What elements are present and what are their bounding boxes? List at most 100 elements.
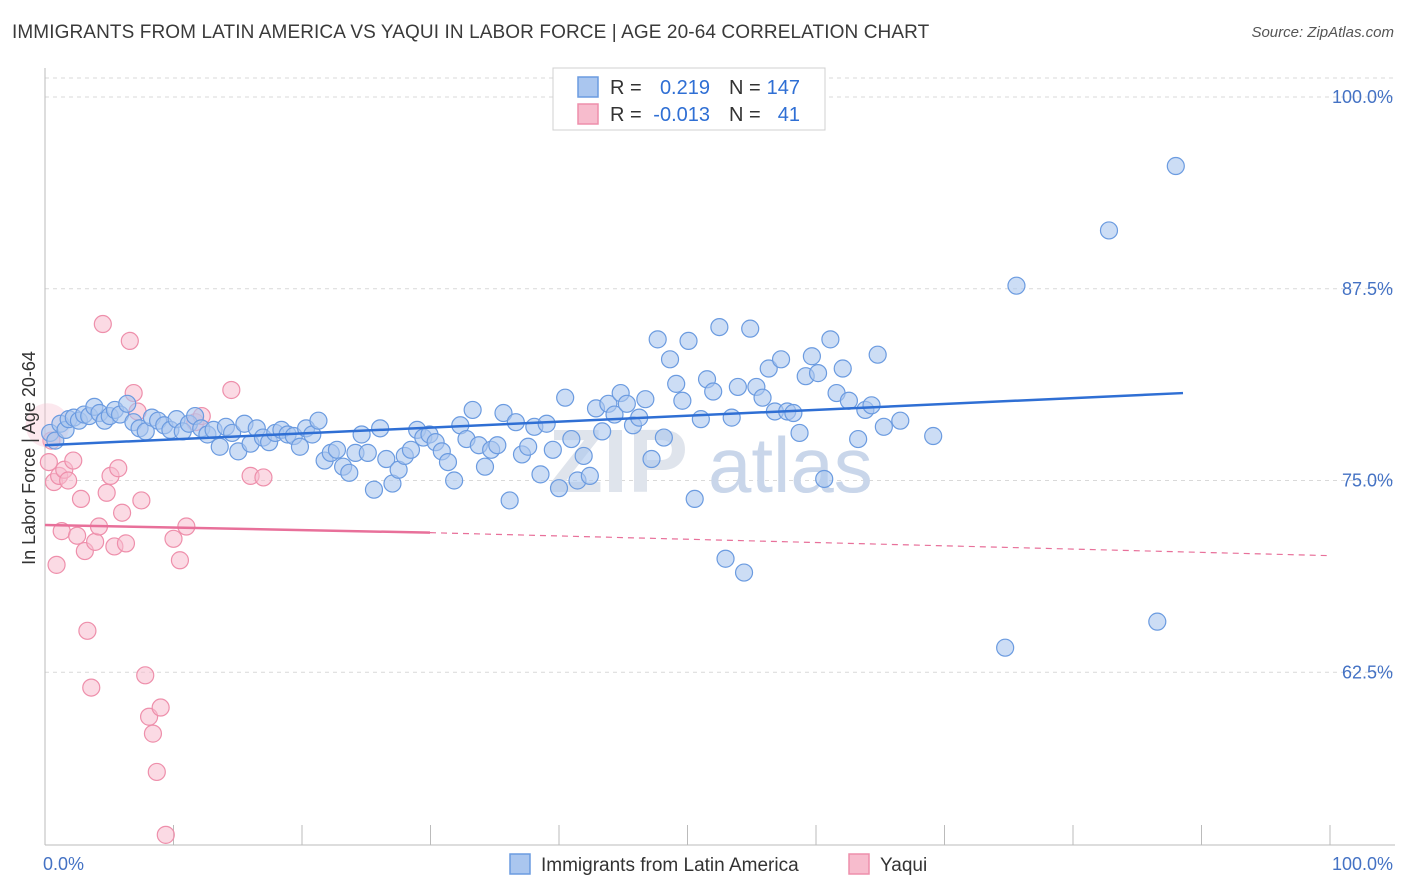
y-axis-title: In Labor Force | Age 20-64: [19, 351, 39, 565]
bottom-legend-swatch-pink: [848, 853, 870, 875]
yaqui-points: [25, 314, 273, 844]
latin-america-point: [1007, 276, 1026, 295]
y-tick-label: 100.0%: [1332, 87, 1393, 107]
latin-america-point: [642, 449, 661, 469]
yaqui-trend-line: [44, 523, 431, 534]
latin-america-point: [924, 426, 943, 446]
legend-r-value-1: 0.219: [660, 77, 710, 99]
latin-america-point: [704, 382, 723, 401]
legend-n-value-2: 41: [778, 104, 800, 126]
latin-america-point: [660, 350, 680, 369]
latin-america-point: [722, 408, 741, 427]
watermark-atlas: atlas: [708, 421, 873, 509]
latin-america-point: [685, 489, 704, 509]
latin-america-point: [500, 491, 519, 510]
latin-america-point: [839, 391, 858, 410]
grid-lines: [45, 77, 1395, 673]
latin-america-point: [475, 457, 495, 476]
latin-america-point: [309, 411, 328, 430]
yaqui-point: [93, 314, 112, 334]
latin-america-point: [667, 374, 686, 393]
watermark-zip: ZIP: [548, 412, 688, 512]
latin-america-point: [1166, 156, 1185, 176]
yaqui-point: [222, 380, 241, 400]
bottom-legend: Immigrants from Latin America Yaqui: [509, 853, 927, 876]
yaqui-point: [147, 762, 166, 782]
latin-america-point: [636, 390, 655, 409]
latin-america-point: [327, 440, 347, 459]
latin-america-point: [741, 319, 760, 338]
yaqui-point: [151, 698, 170, 717]
latin-america-point: [771, 350, 791, 369]
latin-america-point: [648, 330, 667, 349]
x-tick-label: 0.0%: [43, 854, 84, 874]
latin-america-point: [549, 479, 569, 498]
legend-r-label-2: R =: [610, 104, 642, 126]
legend-n-value-1: 147: [767, 77, 800, 99]
trend-lines: [44, 391, 1331, 557]
x-tick-label: 100.0%: [1332, 854, 1393, 874]
latin-america-point: [802, 347, 821, 366]
latin-america-point: [679, 331, 698, 351]
yaqui-point: [136, 666, 155, 685]
latin-america-point: [710, 318, 729, 337]
latin-america-point: [691, 410, 710, 429]
x-tick-labels: 0.0% 100.0%: [43, 854, 1393, 874]
latin-america-point: [996, 638, 1015, 657]
latin-america-point: [118, 394, 137, 413]
yaqui-point: [68, 526, 87, 545]
legend-n-label-1: N =: [729, 77, 761, 99]
latin-america-point: [358, 443, 377, 462]
latin-america-point: [531, 465, 550, 484]
y-tick-labels: 62.5% 75.0% 87.5% 100.0%: [1332, 87, 1393, 682]
latin-america-point: [401, 440, 421, 459]
yaqui-point: [116, 534, 136, 553]
bottom-legend-swatch-blue: [509, 853, 531, 875]
latin-america-point: [716, 549, 735, 568]
y-tick-label: 75.0%: [1342, 471, 1393, 491]
bottom-legend-label-blue: Immigrants from Latin America: [541, 855, 799, 876]
latin-america-point: [488, 436, 507, 455]
latin-america-point: [728, 377, 747, 397]
source-credit: Source: ZipAtlas.com: [1251, 24, 1394, 41]
latin-america-point: [790, 423, 809, 443]
latin-america-point: [210, 437, 229, 456]
yaqui-point: [132, 491, 151, 510]
bottom-legend-label-pink: Yaqui: [880, 855, 927, 876]
latin-america-point: [759, 359, 778, 378]
latin-america-point: [874, 417, 893, 436]
latin-america-points: [41, 156, 1185, 657]
yaqui-point: [78, 621, 97, 640]
latin-america-point: [556, 388, 575, 407]
latin-america-point: [673, 391, 692, 410]
legend-r-value-2: -0.013: [653, 104, 710, 126]
legend-swatch-blue: [577, 76, 599, 98]
latin-america-point: [862, 396, 881, 415]
latin-america-point: [290, 437, 310, 456]
yaqui-point: [112, 503, 132, 522]
latin-america-point: [868, 345, 887, 364]
yaqui-point: [109, 459, 128, 478]
latin-america-point: [833, 359, 852, 378]
latin-america-point: [1148, 612, 1167, 631]
latin-america-point: [593, 422, 612, 441]
yaqui-point: [120, 331, 139, 351]
latin-america-point: [445, 471, 464, 490]
yaqui-point: [59, 471, 78, 490]
latin-america-point: [654, 428, 673, 447]
yaqui-point: [164, 529, 183, 548]
latin-america-point: [1099, 221, 1119, 240]
latin-america-point: [340, 463, 359, 482]
legend: R = 0.219 N = 147 R = -0.013 N = 41: [552, 67, 826, 131]
latin-america-point: [463, 400, 482, 420]
latin-america-point: [352, 425, 371, 444]
yaqui-point: [170, 551, 190, 570]
yaqui-trend-extension: [429, 532, 1331, 557]
legend-n-label-2: N =: [729, 104, 761, 126]
latin-america-point: [438, 452, 458, 472]
latin-america-point: [580, 466, 599, 485]
latin-america-point: [543, 440, 562, 459]
yaqui-point: [97, 483, 116, 502]
y-tick-label: 62.5%: [1342, 662, 1393, 682]
